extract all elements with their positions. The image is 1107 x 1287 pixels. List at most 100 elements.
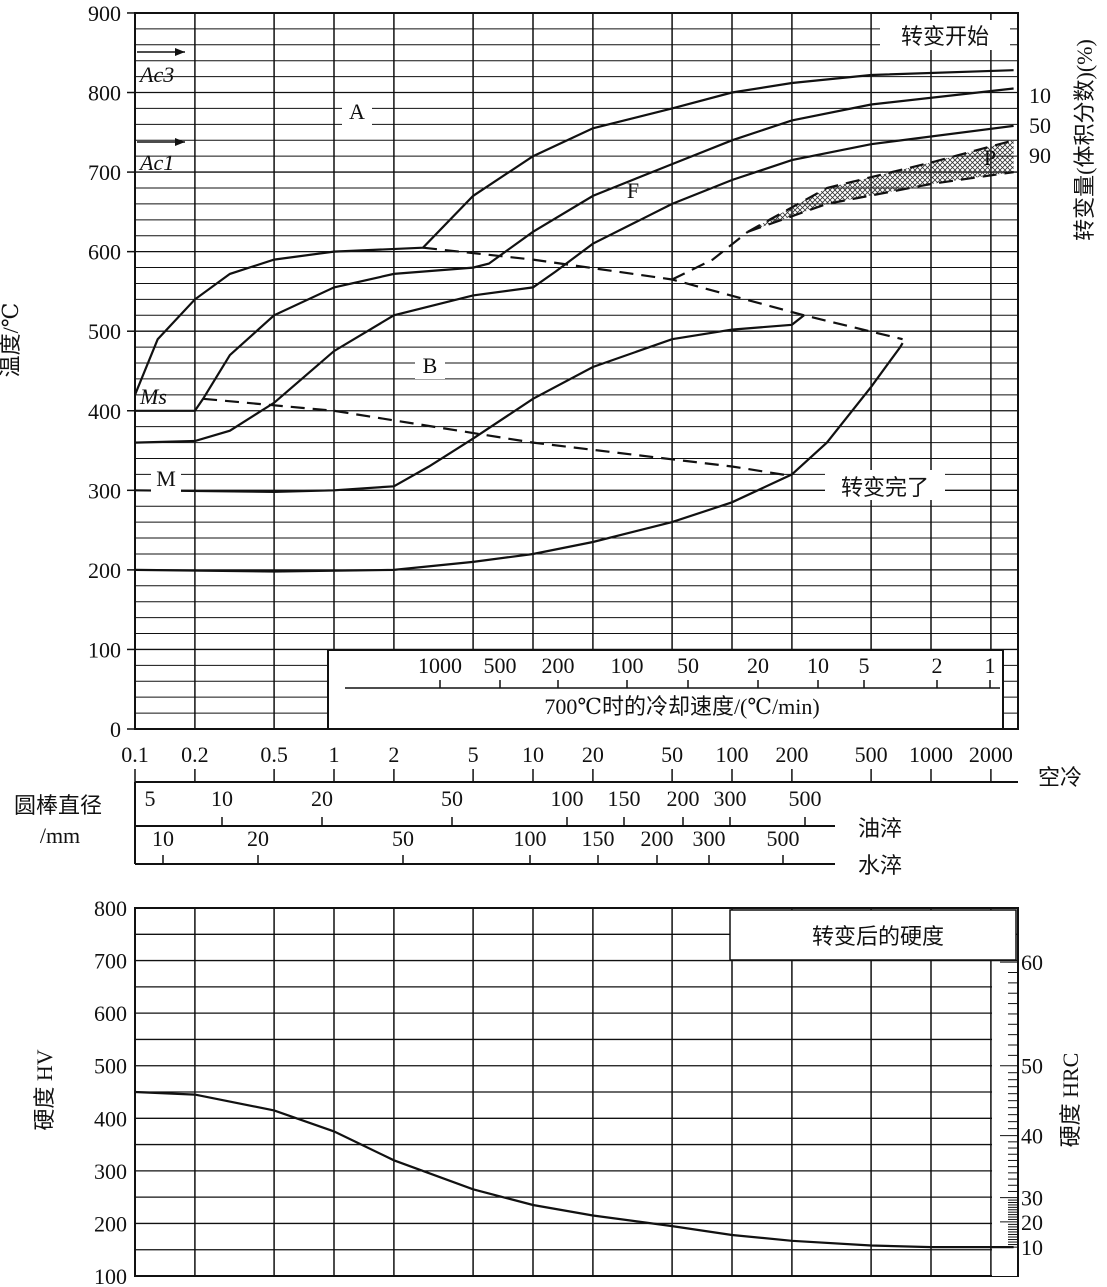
- air-cool-label: 空冷: [1038, 765, 1082, 790]
- x-tick-label: 200: [775, 742, 808, 767]
- curve-finish: [134, 342, 904, 573]
- hv-axis-label: 硬度 HV: [32, 1049, 57, 1130]
- x-tick-label: 100: [716, 742, 749, 767]
- pct-50: 50: [1029, 113, 1051, 138]
- hrc-tick-label: 20: [1021, 1210, 1043, 1235]
- pearlite-band: [747, 140, 1014, 232]
- hv-tick-label: 500: [94, 1054, 127, 1079]
- label-Ac3: Ac3: [138, 62, 174, 87]
- finish-label: 转变完了: [841, 475, 929, 500]
- oil-tick-label: 500: [789, 786, 822, 811]
- y-tick-label: 100: [88, 637, 121, 662]
- hrc-tick-label: 60: [1021, 950, 1043, 975]
- start-label: 转变开始: [901, 24, 989, 49]
- x-tick-label: 10: [522, 742, 544, 767]
- x-tick-label: 20: [582, 742, 604, 767]
- curve-50pct: [134, 124, 1014, 444]
- label-B: B: [423, 353, 438, 378]
- curve-10pct: [135, 87, 1014, 412]
- hrc-tick-label: 10: [1021, 1235, 1043, 1260]
- x-tick-label: 0.1: [121, 742, 149, 767]
- hv-tick-label: 100: [94, 1264, 127, 1287]
- hv-tick-label: 700: [94, 949, 127, 974]
- label-bg: [415, 353, 445, 379]
- hrc-axis-label: 硬度 HRC: [1058, 1053, 1083, 1148]
- x-tick-label: 1: [329, 742, 340, 767]
- y-axis-label: 温度/℃: [0, 303, 23, 378]
- hv-tick-label: 200: [94, 1211, 127, 1236]
- hv-tick-label: 400: [94, 1106, 127, 1131]
- oil-tick-label: 100: [551, 786, 584, 811]
- curve-start: [133, 69, 1014, 396]
- label-bg: [342, 99, 372, 125]
- x-tick-label: 5: [468, 742, 479, 767]
- plot-frame: [134, 12, 1019, 730]
- hardness-title-box: [729, 909, 1017, 961]
- start-label-box: [880, 20, 1010, 50]
- oil-tick-label: 20: [311, 786, 333, 811]
- hardness-title: 转变后的硬度: [812, 924, 944, 949]
- hv-tick-label: 600: [94, 1001, 127, 1026]
- y-tick-label: 400: [88, 399, 121, 424]
- y-tick-label: 600: [88, 240, 121, 265]
- pct-90: 90: [1029, 143, 1051, 168]
- label-P: P: [984, 145, 996, 170]
- hv-tick-label: 800: [94, 896, 127, 921]
- oil-tick-label: 300: [714, 786, 747, 811]
- water-tick-label: 50: [392, 826, 414, 851]
- cooling-rate-tick: 500: [484, 653, 517, 678]
- cooling-rate-label: 700℃时的冷却速度/(℃/min): [544, 694, 819, 719]
- hv-tick-label: 300: [94, 1159, 127, 1184]
- label-Ms: Ms: [139, 384, 167, 409]
- oil-tick-label: 50: [441, 786, 463, 811]
- label-F: F: [627, 178, 639, 203]
- cooling-rate-tick: 100: [611, 653, 644, 678]
- water-tick-label: 200: [641, 826, 674, 851]
- arrowhead-icon: [175, 138, 185, 146]
- oil-quench-label: 油淬: [858, 816, 902, 841]
- x-tick-label: 0.5: [260, 742, 288, 767]
- water-tick-label: 20: [247, 826, 269, 851]
- curve-Ms-dashed: [202, 397, 793, 478]
- water-tick-label: 100: [514, 826, 547, 851]
- cooling-rate-tick: 2: [932, 653, 943, 678]
- hrc-scale-bg: [992, 962, 1018, 1276]
- y-tick-label: 0: [110, 717, 121, 742]
- hrc-tick-label: 30: [1021, 1186, 1043, 1211]
- y-tick-label: 800: [88, 81, 121, 106]
- x-tick-label: 1000: [909, 742, 953, 767]
- curve-pearlite-lower: [747, 171, 1014, 233]
- water-tick-label: 500: [767, 826, 800, 851]
- y-tick-label: 900: [88, 1, 121, 26]
- oil-tick-label: 5: [145, 786, 156, 811]
- curve-hardness: [134, 1090, 1014, 1249]
- cooling-rate-tick: 50: [677, 653, 699, 678]
- y-tick-label: 500: [88, 319, 121, 344]
- label-bg: [151, 466, 181, 492]
- x-tick-label: 2: [388, 742, 399, 767]
- curve-bainite-mid: [134, 314, 805, 494]
- cooling-rate-tick: 20: [747, 653, 769, 678]
- water-quench-label: 水淬: [858, 853, 902, 878]
- water-tick-label: 300: [693, 826, 726, 851]
- x-tick-label: 0.2: [181, 742, 209, 767]
- label-Ac1: Ac1: [138, 150, 174, 175]
- curve-pearlite-upper: [747, 139, 1014, 233]
- curve-pearlite-dashed: [671, 230, 749, 281]
- cooling-rate-tick: 1000: [418, 653, 462, 678]
- hrc-tick-label: 40: [1021, 1124, 1043, 1149]
- cooling-rate-tick: 1: [985, 653, 996, 678]
- hrc-tick-label: 50: [1021, 1054, 1043, 1079]
- oil-tick-label: 10: [211, 786, 233, 811]
- x-tick-label: 2000: [969, 742, 1013, 767]
- cooling-rate-label-bg: [490, 693, 875, 719]
- x-tick-label: 50: [661, 742, 683, 767]
- cooling-rate-tick: 10: [807, 653, 829, 678]
- oil-tick-label: 200: [667, 786, 700, 811]
- x-tick-label: 500: [855, 742, 888, 767]
- finish-label-box: [825, 470, 945, 500]
- oil-tick-label: 150: [608, 786, 641, 811]
- pct-10: 10: [1029, 83, 1051, 108]
- y-tick-label: 300: [88, 478, 121, 503]
